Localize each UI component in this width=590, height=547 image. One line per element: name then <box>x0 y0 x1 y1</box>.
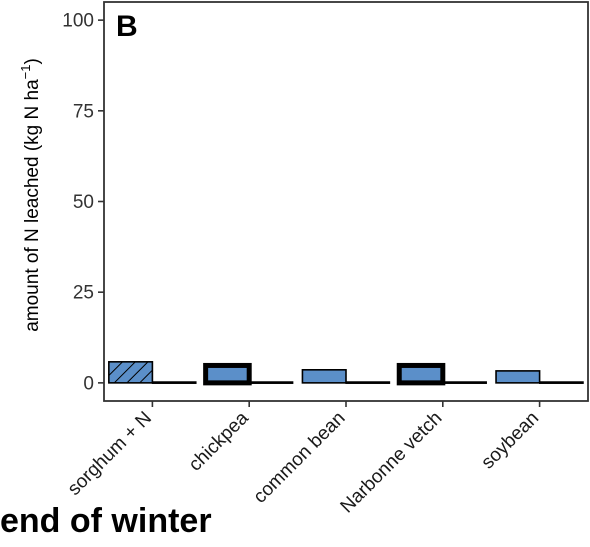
x-tick-label: sorghum + N <box>64 408 156 500</box>
y-axis-title: amount of N leached (kg N ha−1) <box>18 58 43 332</box>
bar-second-chickpea <box>248 381 294 384</box>
bar-second-sorghum-n <box>151 381 197 384</box>
y-tick-label: 0 <box>83 373 94 394</box>
figure-caption: end of winter <box>0 502 212 540</box>
plot-panel <box>103 1 589 402</box>
y-tick-label: 100 <box>62 11 94 32</box>
y-axis-title-close: ) <box>22 58 43 64</box>
bar-common-bean <box>301 369 347 384</box>
y-tick-label: 50 <box>73 192 94 213</box>
bar-soybean <box>495 370 541 384</box>
bar-chickpea <box>203 362 252 386</box>
bar-second-narbonne-vetch <box>442 381 487 384</box>
bar-second-common-bean <box>345 381 391 384</box>
bar-narbonne-vetch <box>396 362 446 386</box>
y-axis: 0 25 50 75 100 <box>62 11 104 394</box>
bar-sorghum-n <box>108 361 154 384</box>
x-tick-label: chickpea <box>185 407 253 475</box>
y-tick-label: 25 <box>73 283 94 304</box>
x-tick-label: common bean <box>250 408 350 508</box>
x-tick-label: Narbonne vetch <box>337 408 447 518</box>
panel-label: B <box>116 10 138 43</box>
y-axis-title-main: amount of N leached (kg N ha <box>22 79 43 332</box>
bar-second-soybean <box>538 381 584 384</box>
y-axis-title-superscript: −1 <box>18 65 33 80</box>
y-tick-label: 75 <box>73 101 94 122</box>
x-tick-label: soybean <box>477 408 543 474</box>
bars <box>108 361 584 386</box>
